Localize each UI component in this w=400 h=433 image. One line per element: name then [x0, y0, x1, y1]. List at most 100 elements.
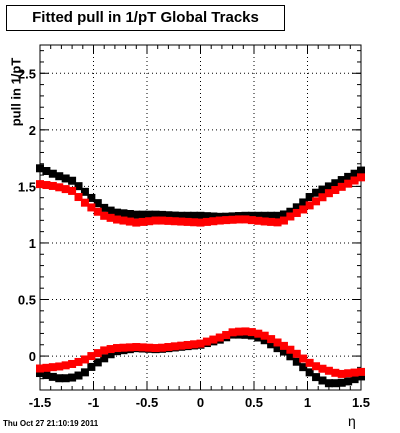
data-point — [267, 217, 276, 226]
x-tick-label: 1 — [304, 395, 311, 410]
data-point — [125, 217, 134, 226]
data-point — [151, 210, 160, 219]
data-point — [318, 185, 327, 194]
data-point — [42, 167, 51, 176]
data-point — [100, 346, 109, 355]
data-point — [74, 357, 83, 366]
data-point — [87, 193, 96, 202]
data-point — [106, 206, 115, 215]
data-point — [145, 217, 154, 226]
data-point — [254, 329, 263, 338]
data-point — [299, 354, 308, 363]
data-point — [177, 211, 186, 220]
data-point — [157, 343, 166, 352]
data-point — [228, 215, 237, 224]
data-point — [357, 173, 365, 182]
data-point — [48, 363, 57, 372]
data-point — [87, 352, 96, 361]
axis-ticks — [39, 45, 362, 391]
data-point — [305, 201, 314, 210]
data-point — [93, 207, 102, 216]
data-point — [55, 374, 64, 383]
data-point — [318, 193, 327, 202]
data-point — [279, 347, 288, 356]
x-tick-label: 1.5 — [352, 395, 370, 410]
y-tick-label: 1 — [29, 236, 36, 251]
data-point — [209, 217, 218, 226]
data-point — [241, 215, 250, 224]
data-point — [106, 213, 115, 222]
data-point — [344, 172, 353, 181]
data-point — [299, 205, 308, 214]
timestamp: Thu Oct 27 21:10:19 2011 — [3, 419, 99, 428]
x-tick-label: 0.5 — [245, 395, 263, 410]
data-point — [48, 181, 57, 190]
data-point — [48, 169, 57, 178]
data-point — [241, 327, 250, 336]
data-point — [36, 180, 44, 189]
data-point — [292, 357, 301, 366]
data-point — [113, 215, 122, 224]
data-point — [228, 328, 237, 337]
data-point — [55, 183, 64, 192]
data-point — [61, 174, 70, 183]
data-point — [324, 189, 333, 198]
data-point — [177, 217, 186, 226]
data-point — [357, 367, 365, 376]
data-point — [286, 207, 295, 216]
data-point — [286, 212, 295, 221]
data-point — [344, 179, 353, 188]
data-point — [292, 208, 301, 217]
x-tick-label: -1 — [88, 395, 100, 410]
data-point — [202, 337, 211, 346]
data-point — [350, 169, 359, 178]
data-point — [324, 379, 333, 388]
data-point — [61, 374, 70, 383]
data-point — [260, 336, 269, 345]
data-point — [254, 216, 263, 225]
data-series — [36, 164, 365, 388]
data-point — [119, 209, 128, 218]
data-point — [267, 211, 276, 220]
data-point — [145, 343, 154, 352]
data-point — [151, 344, 160, 353]
data-point — [183, 217, 192, 226]
data-point — [299, 363, 308, 372]
data-point — [164, 343, 173, 352]
data-point — [74, 371, 83, 380]
data-point — [138, 217, 147, 226]
data-point — [209, 335, 218, 344]
data-point — [286, 345, 295, 354]
data-point — [170, 211, 179, 220]
data-point — [80, 355, 89, 364]
y-tick-label: 0.5 — [18, 293, 36, 308]
data-point — [164, 216, 173, 225]
data-point — [344, 369, 353, 378]
data-point — [260, 217, 269, 226]
data-point — [292, 349, 301, 358]
data-point — [305, 193, 314, 202]
data-point — [183, 211, 192, 220]
data-point — [215, 333, 224, 342]
data-point — [254, 211, 263, 220]
data-point — [312, 188, 321, 197]
data-point — [74, 182, 83, 191]
data-point — [87, 203, 96, 212]
data-point — [157, 210, 166, 219]
data-point — [350, 176, 359, 185]
data-point — [196, 218, 205, 227]
data-point — [222, 216, 231, 225]
data-point — [196, 211, 205, 220]
data-point — [36, 369, 44, 378]
data-point — [331, 179, 340, 188]
data-point — [119, 216, 128, 225]
data-point — [138, 343, 147, 352]
data-point — [55, 172, 64, 181]
x-tick-label: -1.5 — [29, 395, 51, 410]
data-point — [286, 352, 295, 361]
data-point — [279, 341, 288, 350]
data-point — [55, 362, 64, 371]
data-point — [215, 216, 224, 225]
data-point — [138, 210, 147, 219]
data-point — [196, 339, 205, 348]
